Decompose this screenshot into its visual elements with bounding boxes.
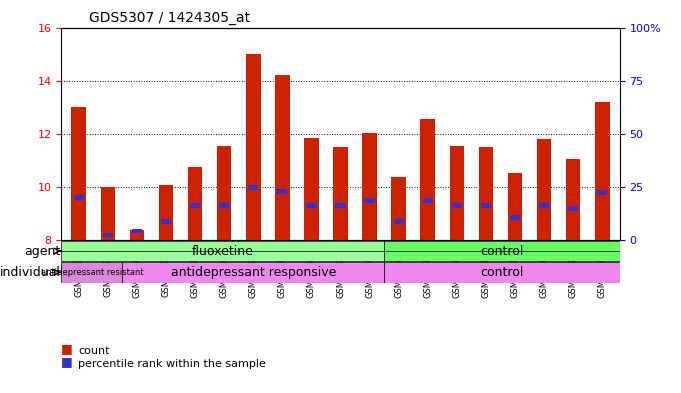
Bar	[479, 147, 493, 241]
Text: ■: ■	[61, 342, 73, 355]
Text: GSM1059578: GSM1059578	[220, 242, 229, 298]
Bar	[394, 219, 404, 224]
Bar	[539, 204, 549, 208]
Bar	[217, 146, 232, 241]
Bar	[275, 75, 289, 241]
Text: GSM1059568: GSM1059568	[598, 242, 607, 298]
Bar	[508, 173, 522, 241]
FancyBboxPatch shape	[61, 241, 384, 261]
Text: GSM1059566: GSM1059566	[539, 242, 549, 298]
Bar	[423, 198, 433, 203]
FancyBboxPatch shape	[384, 241, 620, 261]
Bar	[362, 132, 377, 241]
Bar	[481, 204, 491, 208]
Text: GSM1059594: GSM1059594	[161, 242, 170, 298]
Text: GSM1059579: GSM1059579	[249, 242, 257, 298]
Bar	[101, 187, 115, 241]
FancyBboxPatch shape	[384, 262, 620, 283]
Bar	[304, 138, 319, 241]
Bar	[103, 233, 113, 237]
Text: count: count	[78, 346, 110, 356]
Text: GSM1059592: GSM1059592	[104, 242, 112, 298]
Text: GSM1059577: GSM1059577	[191, 242, 200, 298]
Text: antidepressant responsive: antidepressant responsive	[170, 266, 336, 279]
Bar	[420, 119, 435, 241]
Text: GSM1059580: GSM1059580	[278, 242, 287, 298]
Bar	[333, 147, 348, 241]
Text: GSM1059581: GSM1059581	[307, 242, 316, 298]
Bar	[566, 159, 580, 241]
Text: agent: agent	[25, 244, 61, 257]
Bar	[161, 219, 171, 224]
Bar	[190, 204, 200, 208]
Bar	[246, 54, 261, 241]
Bar	[364, 198, 375, 203]
Bar	[188, 167, 202, 241]
Text: GSM1059593: GSM1059593	[132, 242, 142, 298]
Bar	[336, 204, 345, 208]
Bar	[277, 189, 287, 193]
Text: GSM1059565: GSM1059565	[511, 242, 520, 298]
Bar	[595, 102, 609, 241]
Bar	[510, 215, 520, 220]
Text: GDS5307 / 1424305_at: GDS5307 / 1424305_at	[89, 11, 251, 25]
Text: GSM1059583: GSM1059583	[365, 242, 374, 298]
Text: GSM1059582: GSM1059582	[336, 242, 345, 298]
Text: GSM1059567: GSM1059567	[569, 242, 577, 298]
FancyBboxPatch shape	[61, 262, 123, 283]
Bar	[219, 204, 229, 208]
Text: GSM1059591: GSM1059591	[74, 242, 83, 298]
Text: individual: individual	[0, 266, 61, 279]
Bar	[449, 146, 464, 241]
Text: control: control	[480, 266, 524, 279]
Bar	[537, 139, 552, 241]
Bar	[452, 204, 462, 208]
Text: GSM1059562: GSM1059562	[424, 242, 432, 298]
Bar	[129, 230, 144, 241]
Text: ■: ■	[61, 356, 73, 369]
Bar	[306, 204, 317, 208]
Bar	[248, 185, 258, 189]
Bar	[568, 206, 578, 211]
FancyBboxPatch shape	[123, 262, 384, 283]
Text: fluoxetine: fluoxetine	[192, 244, 253, 257]
Text: GSM1059564: GSM1059564	[481, 242, 490, 298]
Text: percentile rank within the sample: percentile rank within the sample	[78, 360, 266, 369]
Bar	[74, 195, 84, 200]
Bar	[392, 176, 406, 241]
Bar	[159, 184, 173, 241]
Text: control: control	[480, 244, 524, 257]
Text: GSM1059563: GSM1059563	[452, 242, 461, 298]
Bar	[132, 229, 142, 233]
Text: antidepressant resistant: antidepressant resistant	[40, 268, 143, 277]
Text: GSM1059561: GSM1059561	[394, 242, 403, 298]
Bar	[597, 190, 607, 195]
Bar	[72, 107, 86, 241]
